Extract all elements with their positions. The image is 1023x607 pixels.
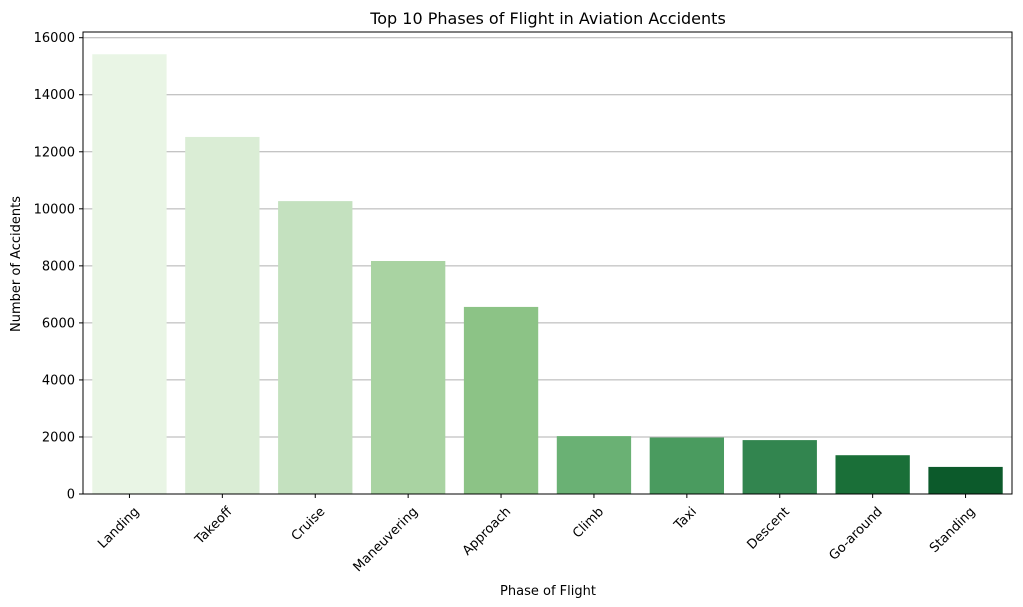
plot-frame xyxy=(82,31,1013,495)
x-tick-label: Descent xyxy=(745,504,793,552)
chart-title: Top 10 Phases of Flight in Aviation Acci… xyxy=(369,9,726,28)
x-tick-label: Approach xyxy=(460,504,514,558)
bar-taxi xyxy=(649,437,725,494)
bar-cruise xyxy=(278,201,353,495)
y-tick-label: 6000 xyxy=(42,316,75,331)
y-axis: 0 2000 4000 6000 8000 10000 12000 14000 16000 xyxy=(34,31,83,503)
y-axis-label: Number of Accidents xyxy=(9,196,24,332)
bar-descent xyxy=(742,440,817,494)
bar-takeoff xyxy=(185,136,260,494)
y-tick-label: 16000 xyxy=(34,31,75,46)
x-tick-label: Climb xyxy=(570,504,607,541)
y-tick-label: 12000 xyxy=(34,145,75,160)
x-tick-label: Go-around xyxy=(827,504,886,563)
bar-standing xyxy=(928,466,1003,494)
x-tick-label: Landing xyxy=(95,504,142,551)
y-tick-label: 0 xyxy=(67,488,75,503)
x-tick-label: Standing xyxy=(927,504,979,556)
x-axis: Landing Takeoff Cruise Maneuvering Approach C… xyxy=(95,494,979,575)
bar-go-around xyxy=(835,455,910,494)
y-tick-label: 2000 xyxy=(42,430,75,445)
bar-landing xyxy=(92,54,167,494)
y-tick-label: 4000 xyxy=(42,373,75,388)
x-tick-label: Takeoff xyxy=(192,504,236,548)
y-tick-label: 8000 xyxy=(42,259,75,274)
x-axis-label: Phase of Flight xyxy=(500,584,596,599)
x-tick-label: Taxi xyxy=(671,504,700,533)
x-tick-label: Maneuvering xyxy=(351,504,422,575)
bars xyxy=(92,54,1003,495)
y-tick-label: 10000 xyxy=(34,202,75,217)
x-tick-label: Cruise xyxy=(289,504,329,544)
bar-maneuvering xyxy=(370,261,446,494)
y-tick-label: 14000 xyxy=(34,88,75,103)
bar-approach xyxy=(463,306,539,494)
bar-climb xyxy=(556,436,632,494)
